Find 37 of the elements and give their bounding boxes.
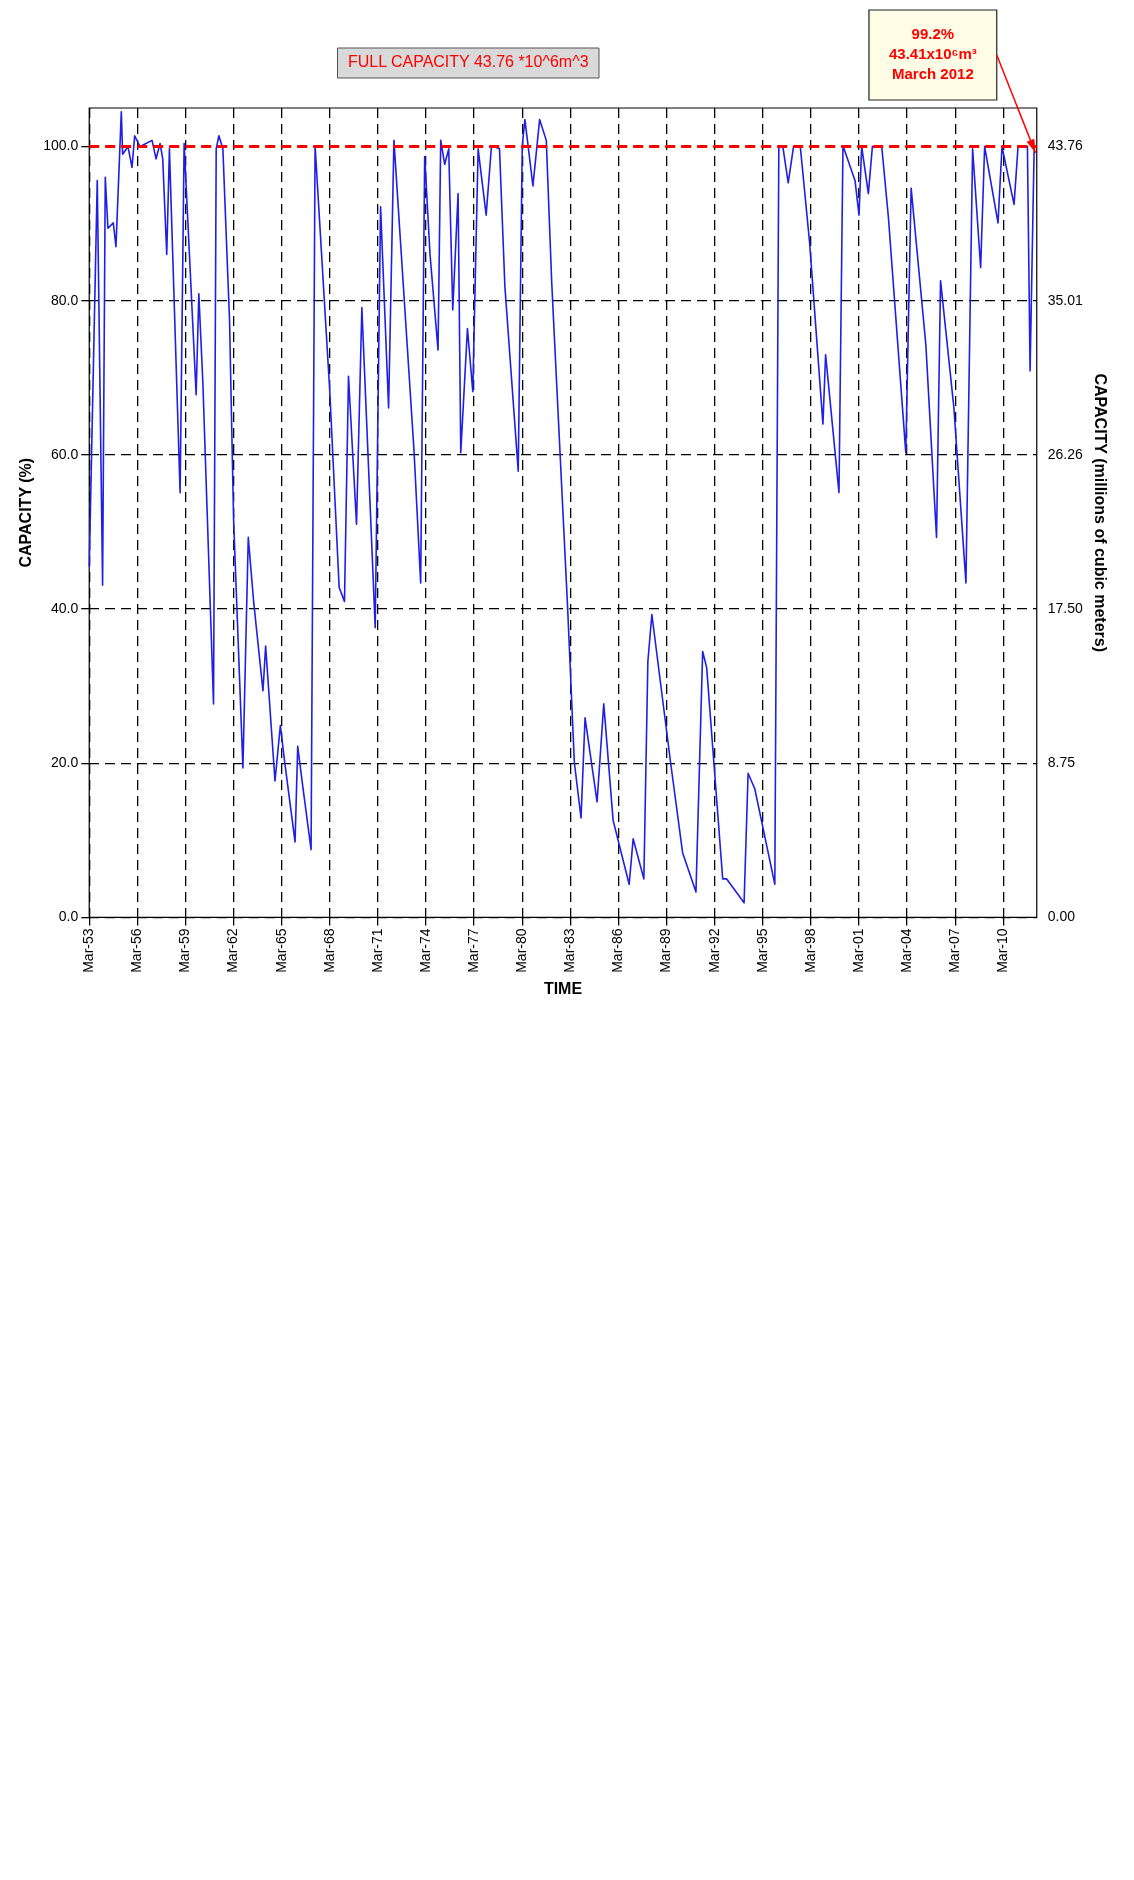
y-tick-label: 20.0: [50, 754, 79, 771]
x-tick-label: Mar-53: [80, 928, 97, 973]
x-tick-label: Mar-86: [609, 928, 626, 973]
x-tick-label: Mar-80: [513, 928, 530, 973]
x-tick-label: Mar-89: [657, 928, 674, 973]
x-tick-label: Mar-62: [224, 928, 241, 973]
y2-tick-label: 26.26: [1047, 445, 1084, 462]
x-tick-label: Mar-71: [368, 928, 385, 973]
x-tick-label: Mar-74: [416, 928, 433, 973]
x-tick-label: Mar-07: [946, 928, 963, 973]
text: 99.2% 43.41x10⁶m³ March 2012: [888, 25, 977, 83]
y-tick-label: 100.0: [43, 137, 79, 154]
y2-axis-title: CAPACITY (millions of cubic meters): [1091, 373, 1109, 653]
y-tick-label: 0.0: [58, 908, 79, 925]
y2-tick-label: 17.50: [1047, 600, 1084, 617]
y2-tick-label: 35.01: [1047, 291, 1084, 308]
x-axis-title: TIME: [543, 979, 583, 997]
y2-tick-label: 0.00: [1047, 908, 1076, 925]
x-tick-label: Mar-83: [561, 928, 578, 973]
y-tick-label: 40.0: [50, 599, 79, 616]
x-tick-label: Mar-59: [176, 928, 193, 973]
x-tick-label: Mar-98: [801, 928, 818, 973]
x-tick-label: Mar-01: [849, 928, 866, 973]
ref-line-label: FULL CAPACITY 43.76 *10^6m^3: [347, 53, 589, 71]
y-tick-label: 80.0: [50, 291, 79, 308]
x-tick-label: Mar-68: [320, 928, 337, 973]
y2-tick-label: 8.75: [1047, 754, 1076, 771]
x-tick-label: Mar-10: [994, 928, 1011, 973]
x-tick-label: Mar-65: [272, 928, 289, 973]
x-tick-label: Mar-77: [464, 928, 481, 973]
y-tick-label: 60.0: [50, 445, 79, 462]
x-tick-label: Mar-95: [753, 928, 770, 973]
x-tick-label: Mar-92: [705, 928, 722, 973]
x-tick-label: Mar-04: [897, 928, 914, 973]
y2-tick-label: 43.76: [1047, 137, 1084, 154]
y-axis-title: CAPACITY (%): [17, 457, 35, 568]
x-tick-label: Mar-56: [128, 928, 145, 973]
